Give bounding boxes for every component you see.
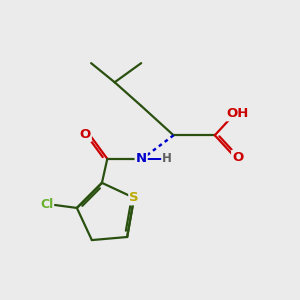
- Text: Cl: Cl: [40, 198, 53, 211]
- Text: N: N: [136, 152, 147, 165]
- Text: OH: OH: [226, 107, 249, 120]
- Text: O: O: [80, 128, 91, 141]
- Text: H: H: [162, 152, 172, 165]
- Text: S: S: [129, 191, 139, 204]
- Text: O: O: [232, 151, 243, 164]
